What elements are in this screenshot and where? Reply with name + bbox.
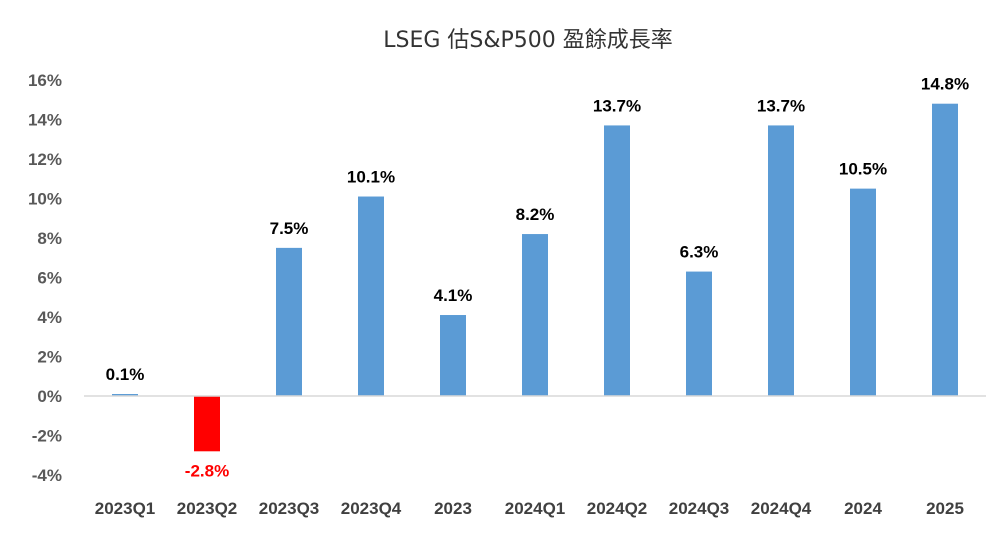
x-tick-label: 2023Q2 <box>177 499 238 518</box>
data-label: 4.1% <box>434 286 473 305</box>
x-tick-label: 2023Q3 <box>259 499 320 518</box>
data-label: 13.7% <box>757 96 805 115</box>
x-tick-label: 2024Q1 <box>505 499 566 518</box>
x-tick-label: 2024Q2 <box>587 499 648 518</box>
x-tick-label: 2023 <box>434 499 472 518</box>
y-tick-label: -4% <box>32 466 62 485</box>
x-tick-label: 2024Q4 <box>751 499 812 518</box>
y-tick-label: 12% <box>28 150 62 169</box>
x-tick-label: 2023Q1 <box>95 499 156 518</box>
chart-title: LSEG 估S&P500 盈餘成長率 <box>383 28 673 53</box>
bar-2024q2 <box>604 125 630 397</box>
bar-2025 <box>932 103 958 396</box>
y-tick-label: 10% <box>28 190 62 209</box>
bar-2024 <box>850 188 876 396</box>
bar-2024q4 <box>768 125 794 397</box>
bar-2023q4 <box>358 196 384 396</box>
y-axis: 16% 14% 12% 10% 8% 6% 4% 2% 0% -2% -4% <box>28 71 62 485</box>
x-tick-label: 2025 <box>926 499 964 518</box>
data-label: 13.7% <box>593 96 641 115</box>
y-tick-label: 6% <box>37 269 62 288</box>
data-label: 8.2% <box>516 205 555 224</box>
bar-2024q3 <box>686 271 712 396</box>
data-label: 6.3% <box>680 243 719 262</box>
bar-2023q3 <box>276 247 302 396</box>
data-label: 0.1% <box>106 365 145 384</box>
data-label: -2.8% <box>185 461 229 480</box>
y-tick-label: -2% <box>32 427 62 446</box>
bar-2023q2 <box>194 396 220 452</box>
x-tick-label: 2023Q4 <box>341 499 402 518</box>
data-label: 10.1% <box>347 168 395 187</box>
bar-2024q1 <box>522 234 548 396</box>
data-label: 10.5% <box>839 160 887 179</box>
x-tick-label: 2024 <box>844 499 882 518</box>
data-label: 14.8% <box>921 75 969 94</box>
y-tick-label: 2% <box>37 348 62 367</box>
data-label: 7.5% <box>270 219 309 238</box>
data-labels: 0.1% -2.8% 7.5% 10.1% 4.1% 8.2% 13.7% 6.3% 13.7%… <box>106 75 969 481</box>
x-tick-label: 2024Q3 <box>669 499 730 518</box>
y-tick-label: 0% <box>37 387 62 406</box>
x-axis: 2023Q1 2023Q2 2023Q3 2023Q4 2023 2024Q1 2024Q2… <box>95 499 964 518</box>
bars <box>112 103 958 452</box>
bar-2023q1 <box>112 394 138 396</box>
y-tick-label: 4% <box>37 308 62 327</box>
y-tick-label: 16% <box>28 71 62 90</box>
y-tick-label: 14% <box>28 111 62 130</box>
y-tick-label: 8% <box>37 229 62 248</box>
bar-2023 <box>440 315 466 396</box>
